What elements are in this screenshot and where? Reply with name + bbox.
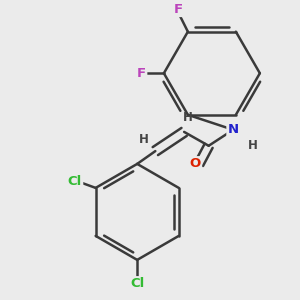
Text: Cl: Cl (68, 175, 82, 188)
Text: O: O (190, 158, 201, 170)
Text: Cl: Cl (130, 278, 144, 290)
Text: H: H (182, 111, 192, 124)
Text: H: H (248, 139, 257, 152)
Text: F: F (137, 67, 146, 80)
Text: F: F (174, 3, 183, 16)
Text: H: H (139, 134, 149, 146)
Text: N: N (228, 123, 239, 136)
